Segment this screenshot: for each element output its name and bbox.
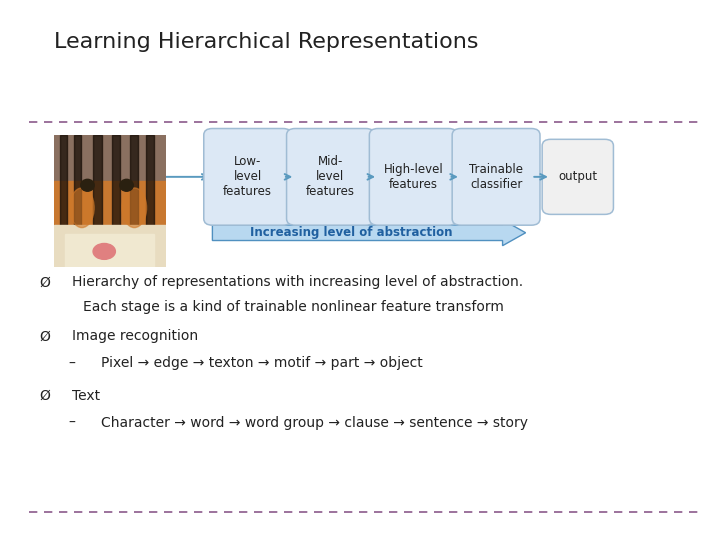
Text: Mid-
level
features: Mid- level features bbox=[306, 156, 355, 198]
Text: Ø: Ø bbox=[40, 389, 50, 403]
Bar bbox=[130, 135, 138, 228]
Bar bbox=[54, 181, 166, 267]
Polygon shape bbox=[212, 220, 526, 246]
Ellipse shape bbox=[122, 188, 147, 228]
FancyBboxPatch shape bbox=[369, 129, 457, 225]
Ellipse shape bbox=[120, 179, 133, 191]
Ellipse shape bbox=[81, 179, 94, 191]
Text: output: output bbox=[558, 170, 598, 184]
Bar bbox=[112, 135, 120, 228]
Text: Increasing level of abstraction: Increasing level of abstraction bbox=[251, 226, 453, 239]
Text: Hierarchy of representations with increasing level of abstraction.: Hierarchy of representations with increa… bbox=[72, 275, 523, 289]
Text: Trainable
classifier: Trainable classifier bbox=[469, 163, 523, 191]
Text: Character → word → word group → clause → sentence → story: Character → word → word group → clause →… bbox=[101, 416, 528, 430]
Text: –: – bbox=[68, 356, 76, 370]
Text: Text: Text bbox=[72, 389, 100, 403]
Bar bbox=[93, 135, 102, 228]
Text: Ø: Ø bbox=[40, 275, 50, 289]
Ellipse shape bbox=[70, 188, 94, 228]
FancyBboxPatch shape bbox=[542, 139, 613, 214]
Text: Image recognition: Image recognition bbox=[72, 329, 198, 343]
Bar bbox=[54, 225, 166, 267]
Bar bbox=[65, 234, 154, 267]
FancyBboxPatch shape bbox=[452, 129, 540, 225]
Ellipse shape bbox=[93, 244, 115, 259]
Text: –: – bbox=[68, 416, 76, 430]
Bar bbox=[74, 135, 81, 228]
FancyBboxPatch shape bbox=[287, 129, 374, 225]
Text: Low-
level
features: Low- level features bbox=[223, 156, 272, 198]
FancyBboxPatch shape bbox=[204, 129, 292, 225]
Text: Pixel → edge → texton → motif → part → object: Pixel → edge → texton → motif → part → o… bbox=[101, 356, 423, 370]
Text: High-level
features: High-level features bbox=[384, 163, 443, 191]
Bar bbox=[145, 135, 154, 228]
Text: Ø: Ø bbox=[40, 329, 50, 343]
Text: Learning Hierarchical Representations: Learning Hierarchical Representations bbox=[54, 32, 479, 52]
Bar bbox=[60, 135, 68, 228]
Text: Each stage is a kind of trainable nonlinear feature transform: Each stage is a kind of trainable nonlin… bbox=[83, 300, 504, 314]
